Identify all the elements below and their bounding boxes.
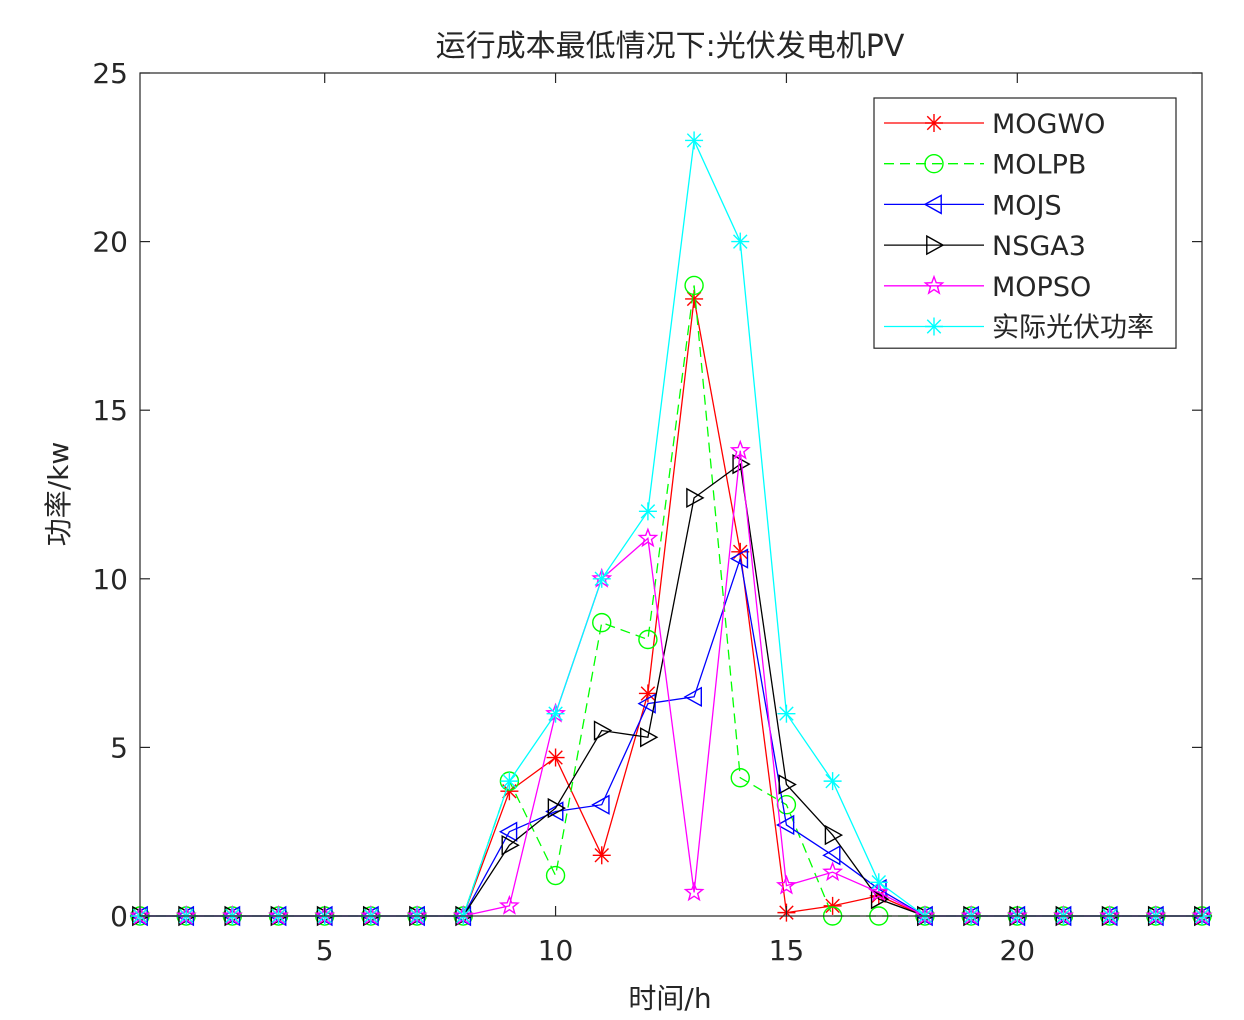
data-point-2-15 [822, 845, 841, 866]
data-point-0-13 [731, 542, 750, 561]
data-point-4-12 [683, 881, 705, 902]
legend-marker [926, 234, 945, 256]
data-point-2-12 [683, 686, 702, 708]
data-point-3-14 [778, 774, 797, 795]
data-point-3-15 [824, 824, 844, 846]
data-point-4-8 [498, 894, 520, 915]
legend-marker [925, 317, 943, 336]
legend-label: MOPSO [992, 272, 1091, 303]
legend-marker [924, 153, 944, 174]
chart-title: 运行成本最低情况下:光伏发电机PV [436, 29, 905, 64]
y-tick-label: 20 [92, 226, 128, 259]
data-point-1-10 [592, 612, 612, 633]
legend: MOGWO MOLPB MOJS NSGA3 MOPSO 实际光伏功率 [873, 97, 1177, 349]
data-point-2-9 [545, 801, 564, 822]
data-point-1-13 [730, 768, 750, 788]
legend-marker [923, 194, 942, 215]
data-point-5-12 [685, 131, 704, 150]
legend-label: MOGWO [992, 109, 1105, 140]
data-point-5-8 [500, 772, 519, 791]
legend-label: MOLPB [992, 150, 1086, 181]
legend-item: MOPSO [884, 272, 1091, 303]
y-tick-label: 5 [110, 731, 128, 764]
x-tick-label: 5 [316, 934, 334, 967]
data-point-4-16 [868, 881, 890, 902]
data-point-5-9 [546, 704, 565, 723]
data-point-3-16 [870, 888, 890, 910]
legend-item: MOGWO [884, 109, 1105, 140]
legend-item: MOJS [884, 190, 1062, 221]
x-tick-label: 15 [769, 934, 805, 967]
data-point-3-12 [686, 487, 705, 509]
data-point-1-11 [638, 629, 658, 650]
data-point-5-15 [823, 772, 842, 791]
data-point-3-9 [547, 797, 567, 819]
data-point-2-11 [637, 693, 656, 714]
legend-item: 实际光伏功率 [884, 313, 1154, 344]
data-point-1-12 [684, 275, 704, 296]
legend-label: MOJS [992, 190, 1062, 221]
legend-marker [923, 274, 945, 295]
data-point-4-11 [637, 527, 659, 548]
y-tick-label: 0 [110, 900, 128, 933]
data-point-0-12 [685, 289, 704, 308]
data-point-5-14 [777, 704, 796, 723]
legend-item: NSGA3 [884, 231, 1086, 262]
data-point-0-10 [592, 846, 611, 865]
data-point-3-11 [640, 727, 659, 748]
y-tick-label: 25 [92, 57, 128, 90]
data-point-2-8 [498, 821, 518, 842]
legend-marker [925, 114, 943, 132]
data-point-2-14 [775, 814, 795, 836]
data-point-5-13 [731, 232, 750, 251]
data-point-5-10 [592, 569, 611, 588]
axes-box [139, 72, 1203, 917]
legend-label: NSGA3 [992, 231, 1086, 262]
y-tick-label: 15 [92, 394, 128, 427]
legend-box [873, 97, 1177, 349]
x-tick-label: 10 [538, 934, 574, 967]
axes-layer: 5 10 15 20 0 5 10 15 20 25 [92, 57, 1203, 967]
data-point-1-9 [545, 865, 566, 886]
data-point-4-14 [775, 874, 797, 895]
data-point-5-11 [638, 502, 657, 521]
data-point-4-15 [822, 861, 844, 882]
legend-item: MOLPB [884, 150, 1086, 181]
data-point-4-13 [729, 439, 751, 460]
data-point-3-10 [593, 720, 613, 741]
data-point-0-11 [638, 684, 657, 703]
x-axis-label: 时间/h [628, 982, 711, 1015]
data-point-0-15 [823, 896, 842, 915]
data-point-3-8 [501, 834, 520, 856]
data-point-2-10 [591, 794, 610, 815]
y-axis-label: 功率/kw [42, 442, 75, 547]
data-point-5-16 [869, 873, 888, 892]
y-tick-label: 10 [92, 563, 128, 596]
data-point-0-9 [546, 748, 565, 767]
data-point-2-13 [729, 548, 749, 569]
legend-label: 实际光伏功率 [992, 313, 1154, 344]
x-tick-label: 20 [999, 934, 1035, 967]
